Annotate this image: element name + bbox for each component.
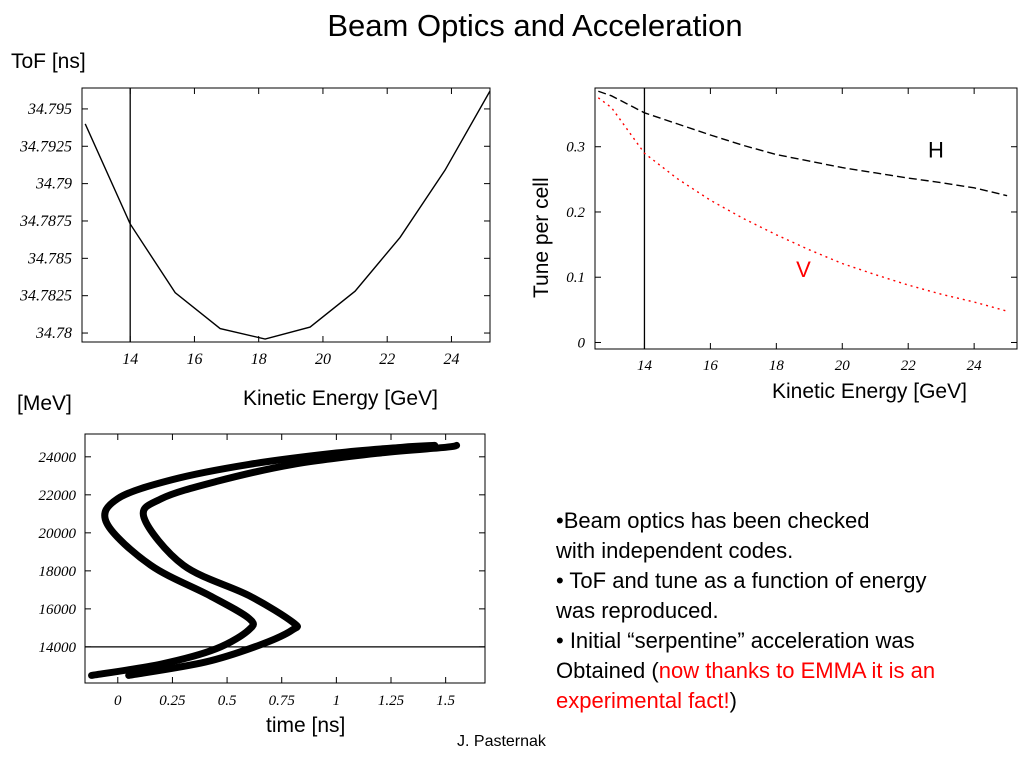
series-label-v: V [796,257,811,282]
phase-y-label: [MeV] [17,392,72,415]
y-tick-label: 0 [578,335,586,351]
tune-chart: 14 16 18 20 22 24 0 0.1 0.2 0.3 H V [566,87,1018,374]
y-tick-label: 14000 [39,640,77,656]
series-line [84,90,491,340]
highlight-text: now thanks to EMMA it is an [658,658,936,683]
highlight-text: experimental fact! [556,688,730,713]
y-tick-label: 34.785 [27,250,72,267]
bullet-text: ) [729,688,737,713]
x-tick-label: 14 [637,358,653,374]
x-tick-label: 0.5 [218,693,237,709]
x-tick-label: 16 [703,358,719,374]
phase-x-label: time [ns] [266,714,346,737]
y-tick-label: 0.3 [566,140,585,156]
tof-chart: 14 16 18 20 22 24 34.78 34.7825 34.785 34.7875 34.… [19,87,491,368]
x-tick-label: 1.25 [378,693,405,709]
bullet-line: Obtained (now thanks to EMMA it is an [556,656,1016,686]
x-tick-label: 20 [835,358,851,374]
plot-frame [594,87,1018,350]
y-tick-label: 34.7825 [19,288,72,305]
x-tick-label: 1 [333,693,341,709]
x-tick-label: 18 [251,351,267,368]
x-tick-label: 20 [315,351,331,368]
y-tick-label: 20000 [39,526,77,542]
phase-chart: 0 0.25 0.5 0.75 1 1.25 1.5 14000 16000 18000 20000… [39,433,486,709]
plot-frame [84,433,486,684]
bullet-line: •Beam optics has been checked [556,508,870,533]
y-tick-label: 34.7925 [19,138,72,155]
y-tick-label: 34.78 [35,325,72,342]
y-tick-label: 34.7875 [19,213,72,230]
bullet-line: was reproduced. [556,598,719,623]
x-tick-label: 0.75 [269,693,296,709]
tof-y-label: ToF [ns] [11,50,86,73]
tof-x-label: Kinetic Energy [GeV] [243,387,438,410]
y-tick-label: 0.1 [566,270,585,286]
tune-x-label: Kinetic Energy [GeV] [772,380,967,403]
x-tick-label: 14 [122,351,138,368]
y-tick-label: 0.2 [566,205,585,221]
tune-y-label: Tune per cell [530,177,553,298]
x-tick-label: 22 [379,351,395,368]
x-tick-label: 24 [443,351,459,368]
y-tick-label: 34.795 [27,101,72,118]
author-credit: J. Pasternak [457,733,546,750]
v-series-line [597,97,1008,312]
x-tick-label: 16 [186,351,202,368]
x-tick-label: 1.5 [436,693,455,709]
x-tick-label: 0 [114,693,122,709]
x-tick-label: 18 [769,358,785,374]
slide-title: Beam Optics and Acceleration [327,8,743,43]
y-tick-label: 34.79 [35,176,72,193]
x-tick-label: 22 [901,358,917,374]
x-tick-label: 0.25 [159,693,186,709]
y-tick-label: 18000 [39,564,77,580]
series-label-h: H [928,138,944,163]
bullet-line: • ToF and tune as a function of energy [556,568,927,593]
bullet-line: • Initial “serpentine” acceleration was [556,628,915,653]
y-tick-label: 16000 [39,602,77,618]
bullet-list: •Beam optics has been checked with indep… [556,506,1016,716]
y-tick-label: 22000 [39,488,77,504]
serpentine-band [125,441,461,679]
bullet-line: with independent codes. [556,538,794,563]
x-tick-label: 24 [967,358,983,374]
y-tick-label: 24000 [39,450,77,466]
serpentine-band [88,441,439,679]
bullet-text: Obtained ( [556,658,659,683]
bullet-line: experimental fact!) [556,686,1016,716]
plot-frame [81,87,491,343]
h-series-line [598,90,1008,197]
